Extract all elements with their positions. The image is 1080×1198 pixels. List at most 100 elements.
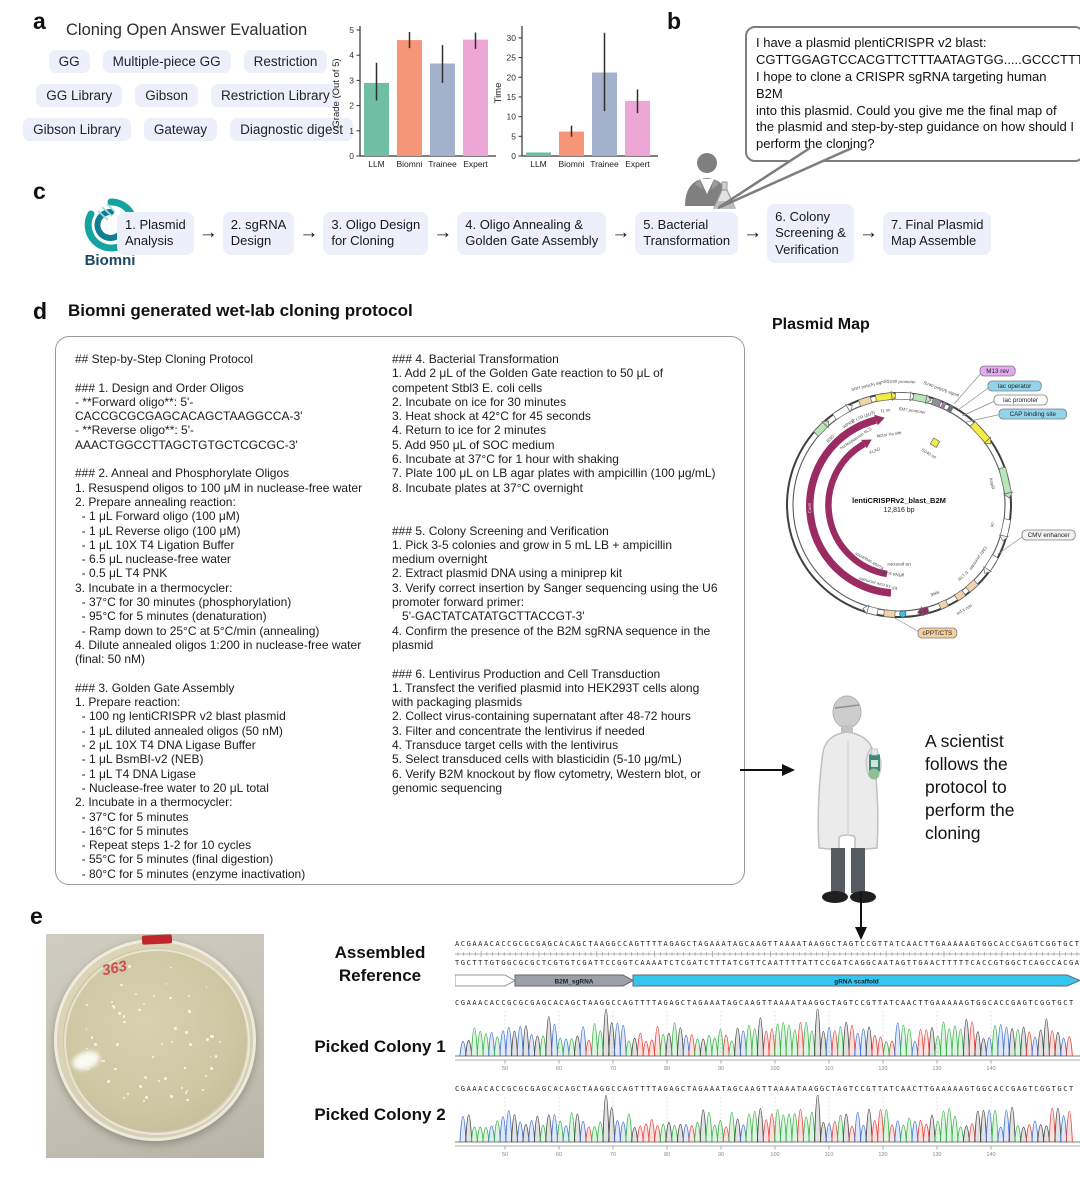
workflow-step-1: 1. Plasmid Analysis xyxy=(117,212,194,255)
colony-dot xyxy=(86,1003,88,1006)
colony-dot xyxy=(185,1089,188,1092)
task-tag: Gibson xyxy=(135,84,198,107)
workflow-step-7: 7. Final Plasmid Map Assemble xyxy=(882,212,992,255)
time-bar-chart: 0 5 10 15 20 25 30 Time LLM Biomni Trainee Expert xyxy=(493,26,658,169)
colony-dot xyxy=(188,995,191,997)
plasmid-feature xyxy=(813,420,829,437)
colony-1-chromatogram: 50 60 70 80 90 100 110 120 130 140 xyxy=(455,1009,1080,1072)
plasmid-feature-label: gRNA scaffold xyxy=(876,570,904,578)
plasmid-feature xyxy=(930,397,942,408)
task-tag-row: Gibson Library Gateway Diagnostic digest xyxy=(23,118,353,141)
speech-bubble-tail xyxy=(718,148,853,210)
petri-dish-red-mark xyxy=(141,934,173,945)
colony-dot xyxy=(106,1080,110,1084)
petri-dish-photo: 363 xyxy=(46,934,264,1158)
colony-2-chromatogram: 50 60 70 80 90 100 110 120 130 140 xyxy=(455,1095,1080,1158)
colony-2-sequence: CGAAACACCGCGCGAGCACAGCTAAGGCCAGTTTTAGAGC… xyxy=(455,1085,1075,1093)
colony-dot xyxy=(164,1077,167,1080)
colony-dot xyxy=(169,1094,173,1098)
colony-dot xyxy=(214,1055,218,1059)
svg-text:30: 30 xyxy=(507,33,517,43)
svg-text:CAP binding site: CAP binding site xyxy=(1010,411,1057,418)
colony-dot xyxy=(185,1031,188,1034)
bar-Biomni xyxy=(397,40,422,156)
protocol-text-left: ## Step-by-Step Cloning Protocol ### 1. … xyxy=(75,352,363,881)
plasmid-feature-label: SV40 ori xyxy=(920,447,937,460)
svg-text:Expert: Expert xyxy=(625,159,650,169)
svg-text:CMV enhancer: CMV enhancer xyxy=(1028,532,1070,539)
task-tag: Gateway xyxy=(143,118,218,141)
arrow-scientist-to-results xyxy=(855,892,867,940)
colony-dot xyxy=(143,1075,146,1078)
svg-text:Trainee: Trainee xyxy=(590,159,619,169)
colony-dot xyxy=(205,1037,209,1041)
colony-dot xyxy=(142,1002,145,1005)
plasmid-callout xyxy=(979,365,1016,377)
svg-text:M13 rev: M13 rev xyxy=(986,368,1010,375)
plasmid-feature xyxy=(998,466,1014,499)
workflow-arrow-icon: → xyxy=(299,222,319,244)
colony-dot xyxy=(110,1000,114,1004)
svg-text:60: 60 xyxy=(556,1152,562,1158)
plasmid-feature xyxy=(965,579,979,593)
arrow-protocol-to-scientist xyxy=(740,764,795,776)
svg-text:4: 4 xyxy=(349,50,354,60)
colony-dot xyxy=(120,983,123,987)
picked-colony-2-label: Picked Colony 2 xyxy=(314,1105,446,1124)
colony-dot xyxy=(170,1040,173,1044)
svg-text:Biomni: Biomni xyxy=(397,159,423,169)
plasmid-feature xyxy=(940,401,947,410)
colony-dot xyxy=(210,1034,214,1038)
svg-text:Grade (Out of 5): Grade (Out of 5) xyxy=(331,58,342,127)
sequence-annotation-B2M_sgRNA xyxy=(514,974,635,987)
colony-dot xyxy=(90,1036,94,1039)
plasmid-feature-label: factor Xa site xyxy=(876,430,902,439)
basepair-tick-row xyxy=(455,951,1080,957)
grade-bar-chart: 0 1 2 3 4 5 Grade (Out of 5) LLM Biomni Trainee Ex… xyxy=(331,25,496,169)
plasmid-feature xyxy=(858,395,873,407)
workflow-step-6: 6. Colony Screening & Verification xyxy=(767,204,854,263)
plasmid-feature xyxy=(998,518,1012,542)
protocol-box xyxy=(55,336,745,885)
svg-text:90: 90 xyxy=(718,1152,724,1158)
svg-text:130: 130 xyxy=(932,1066,941,1072)
user-request-speech-bubble: I have a plasmid plentiCRISPR v2 blast: … xyxy=(745,26,1080,163)
plasmid-feature xyxy=(832,404,853,421)
colony-dot xyxy=(158,1080,160,1083)
biomni-logo-text: Biomni xyxy=(84,252,136,269)
plasmid-map-title: Plasmid Map xyxy=(772,316,870,333)
svg-text:0: 0 xyxy=(349,151,354,161)
svg-text:3: 3 xyxy=(349,75,354,85)
plasmid-feature xyxy=(969,421,992,445)
colony-dot xyxy=(127,965,131,969)
svg-text:2: 2 xyxy=(349,101,354,111)
plasmid-feature xyxy=(862,604,879,616)
workflow-arrow-icon: → xyxy=(198,222,218,244)
svg-text:Expert: Expert xyxy=(463,159,488,169)
plasmid-feature-label: BSD xyxy=(825,434,835,444)
colony-dot xyxy=(170,966,172,969)
reference-top-strand: ACGAAACACCGCGCGAGCACAGCTAAGGCCAGTTTTAGAG… xyxy=(455,940,1080,948)
colony-dot xyxy=(142,1100,145,1102)
svg-text:120: 120 xyxy=(878,1152,887,1158)
colony-dot xyxy=(101,1060,104,1063)
colony-dot xyxy=(127,1093,130,1096)
colony-dot xyxy=(210,1066,214,1070)
plasmid-feature xyxy=(946,404,955,414)
plasmid-callout xyxy=(993,394,1048,406)
colony-dot xyxy=(201,1088,204,1091)
plasmid-callout xyxy=(987,380,1042,392)
colony-dot xyxy=(145,1077,147,1079)
plasmid-feature-label: WPRE xyxy=(842,418,856,429)
workflow-step-2: 2. sgRNA Design xyxy=(222,212,295,255)
svg-text:0: 0 xyxy=(511,151,516,161)
workflow-step-3: 3. Oligo Design for Cloning xyxy=(323,212,429,255)
colony-dot xyxy=(218,1040,222,1044)
workflow-arrow-icon: → xyxy=(743,222,763,244)
svg-text:lac promoter: lac promoter xyxy=(1003,397,1038,404)
plasmid-feature-label: SV40 poly(A) signal xyxy=(923,380,960,398)
sequence-annotation-upstream xyxy=(455,974,517,987)
workflow-arrow-icon: → xyxy=(858,222,878,244)
task-tag: GG Library xyxy=(36,84,123,107)
